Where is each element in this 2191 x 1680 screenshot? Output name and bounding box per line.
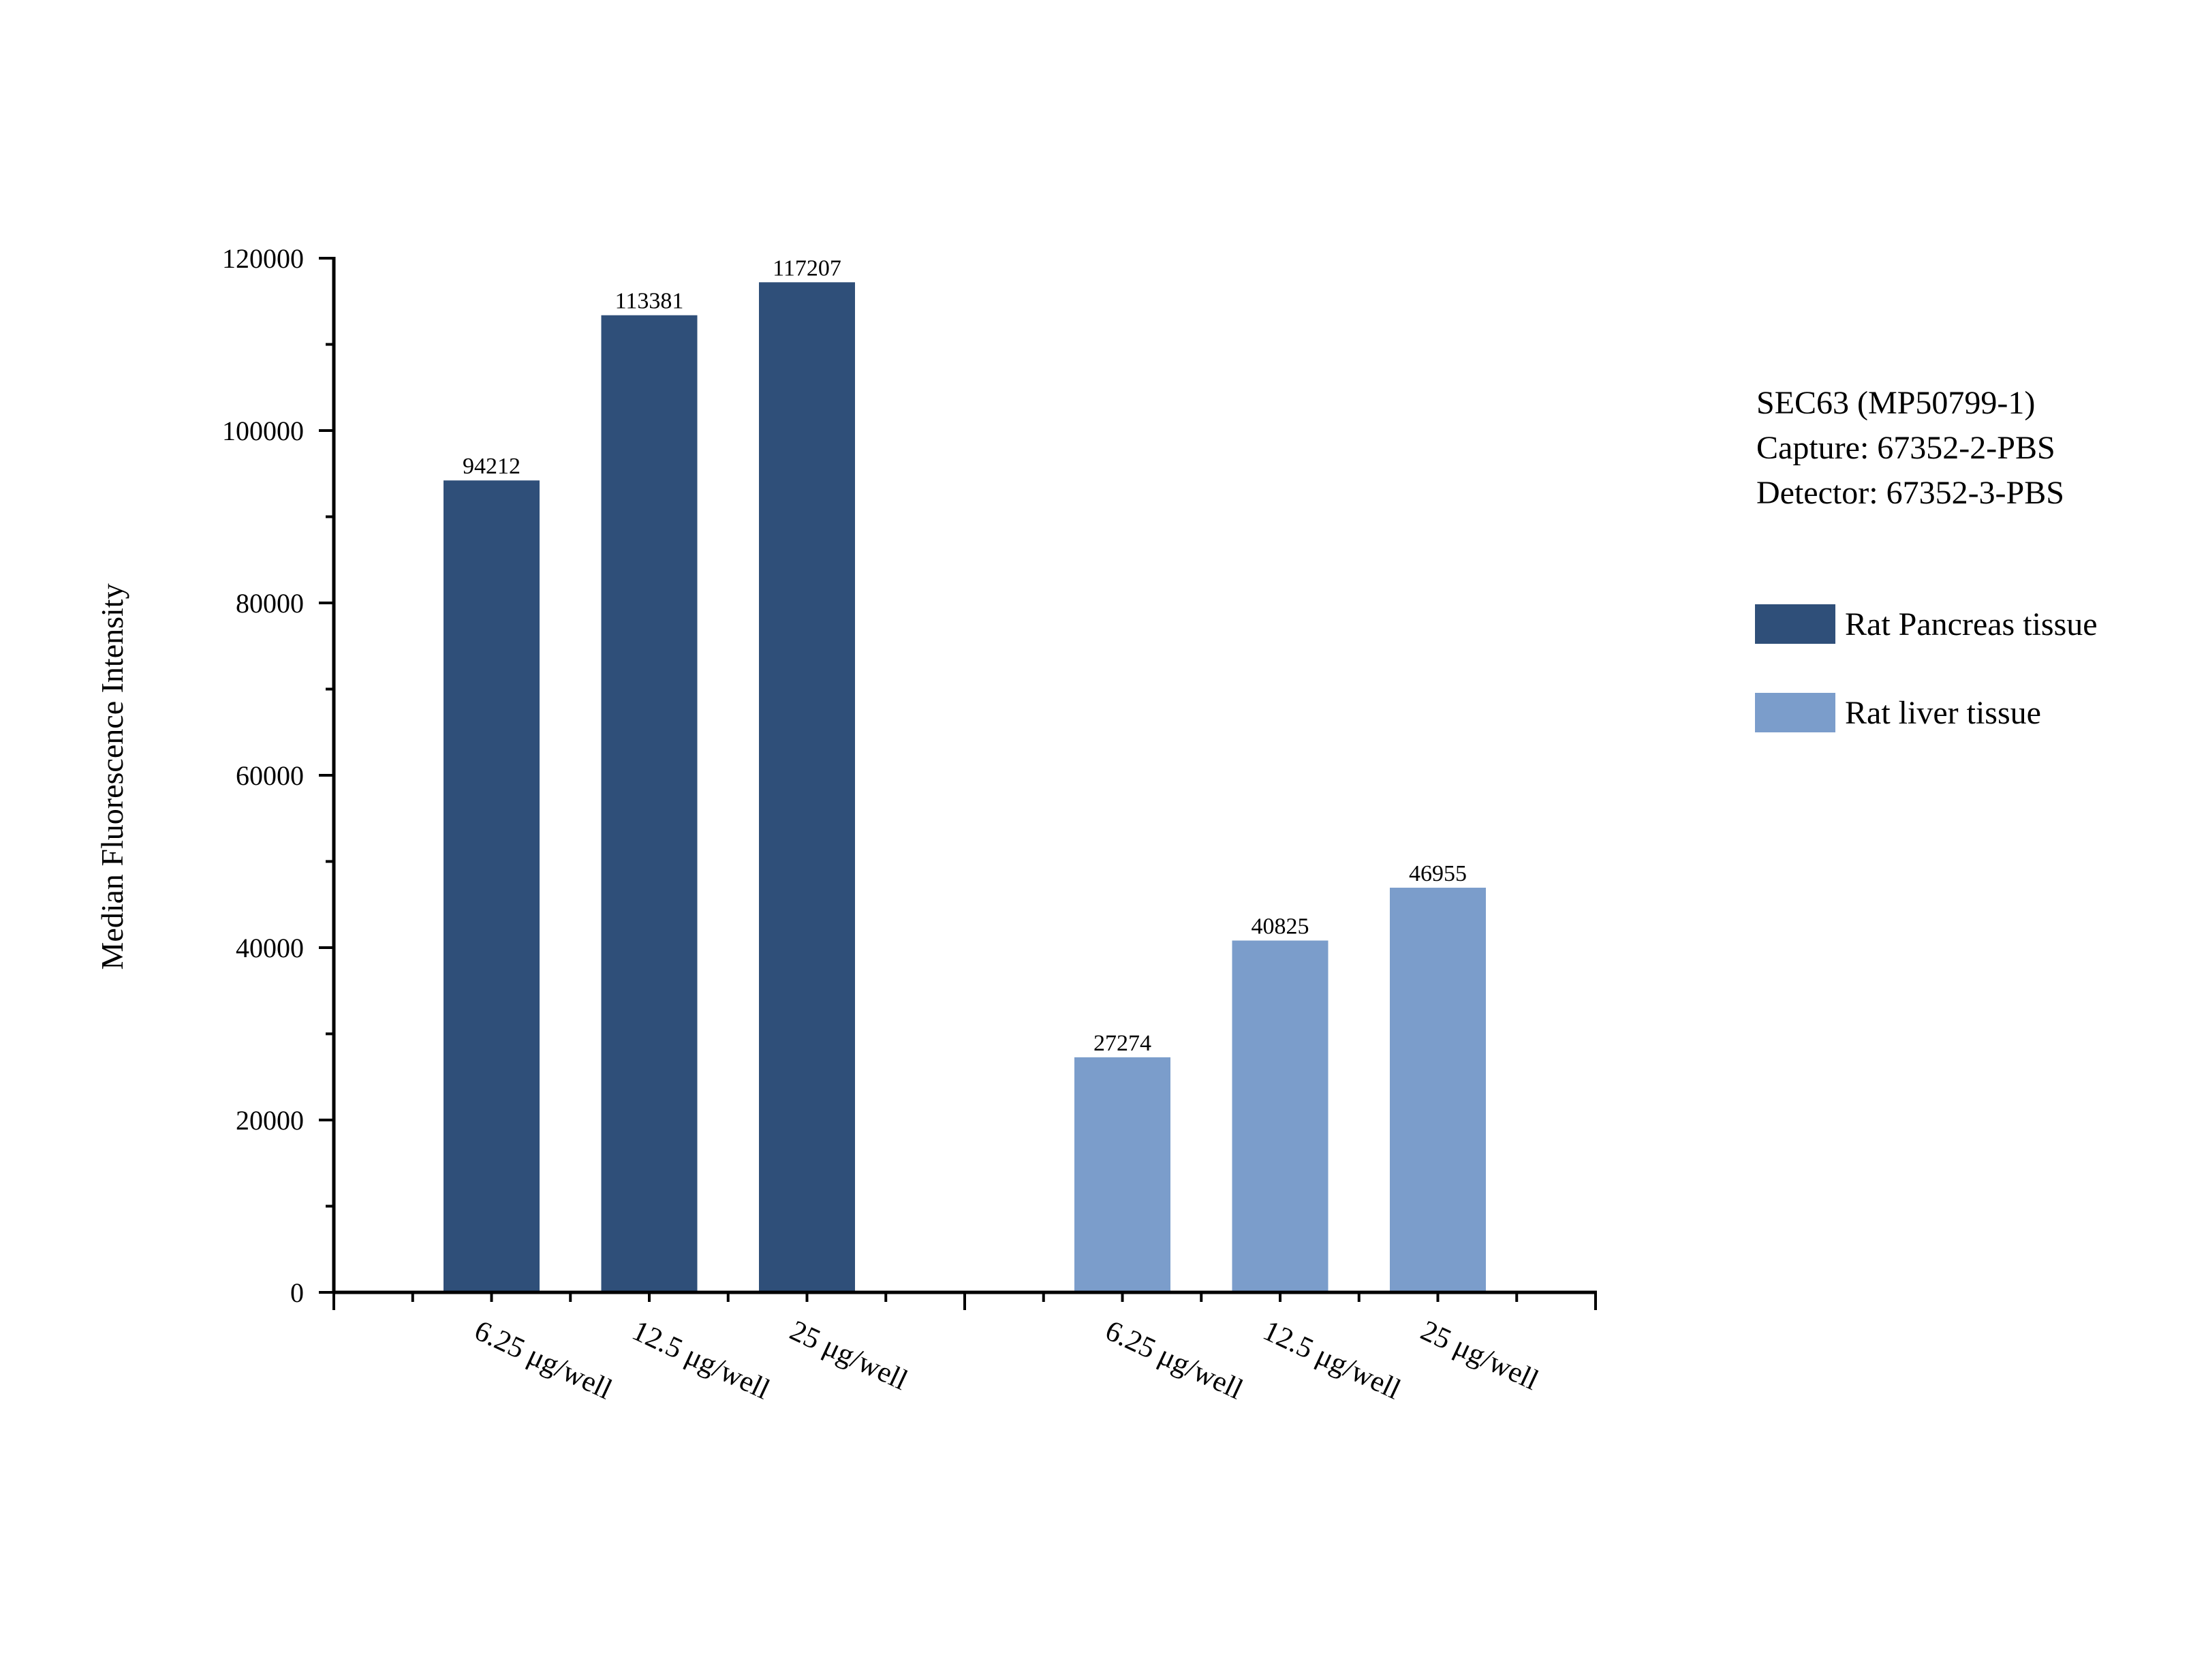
y-ticks: 0 20000 40000 60000 80000 100000 120000: [222, 243, 334, 1308]
annotation: SEC63 (MP50799-1) Capture: 67352-2-PBS D…: [1756, 385, 2064, 511]
legend-label-rat-liver: Rat liver tissue: [1845, 695, 2041, 731]
legend-label-rat-pancreas: Rat Pancreas tissue: [1845, 606, 2098, 642]
y-tick-label: 40000: [236, 933, 304, 963]
y-tick-label: 20000: [236, 1105, 304, 1136]
data-labels: 94212 113381 117207 27274 40825 46955: [463, 255, 1467, 1056]
y-tick-label: 120000: [222, 243, 304, 274]
annotation-line-3: Detector: 67352-3-PBS: [1756, 475, 2064, 511]
bar-liver-1: [1232, 940, 1328, 1292]
category-labels: 6.25 μg/well 12.5 μg/well 25 μg/well 6.25 μ…: [469, 1314, 1543, 1405]
x-category-label: 12.5 μg/well: [1258, 1314, 1405, 1405]
data-label: 40825: [1252, 914, 1309, 939]
legend-swatch-rat-pancreas: [1755, 604, 1835, 644]
data-label: 94212: [463, 454, 520, 479]
data-label: 113381: [615, 289, 684, 314]
x-category-label: 25 μg/well: [785, 1314, 912, 1397]
annotation-line-1: SEC63 (MP50799-1): [1756, 385, 2035, 421]
y-tick-label: 60000: [236, 760, 304, 791]
bar-pancreas-2: [759, 282, 855, 1293]
y-tick-label: 80000: [236, 588, 304, 619]
data-label: 117207: [773, 255, 841, 281]
y-tick-label: 0: [290, 1277, 304, 1308]
annotation-line-2: Capture: 67352-2-PBS: [1756, 430, 2055, 466]
legend: Rat Pancreas tissue Rat liver tissue: [1755, 604, 2098, 732]
legend-swatch-rat-liver: [1755, 693, 1835, 732]
bar-pancreas-0: [444, 480, 540, 1292]
bar-liver-0: [1074, 1057, 1170, 1292]
bars-layer: [444, 282, 1486, 1293]
x-ticks: [332, 1292, 1597, 1310]
bar-liver-2: [1390, 888, 1486, 1292]
x-category-label: 6.25 μg/well: [1100, 1314, 1247, 1405]
x-category-label: 12.5 μg/well: [627, 1314, 775, 1405]
y-axis-title: Median Fluorescence Intensity: [95, 583, 129, 969]
x-category-label: 25 μg/well: [1416, 1314, 1543, 1397]
data-label: 27274: [1093, 1031, 1151, 1056]
data-label: 46955: [1409, 861, 1467, 886]
x-category-label: 6.25 μg/well: [469, 1314, 617, 1405]
bar-pancreas-1: [601, 315, 698, 1292]
y-tick-label: 100000: [222, 416, 304, 446]
